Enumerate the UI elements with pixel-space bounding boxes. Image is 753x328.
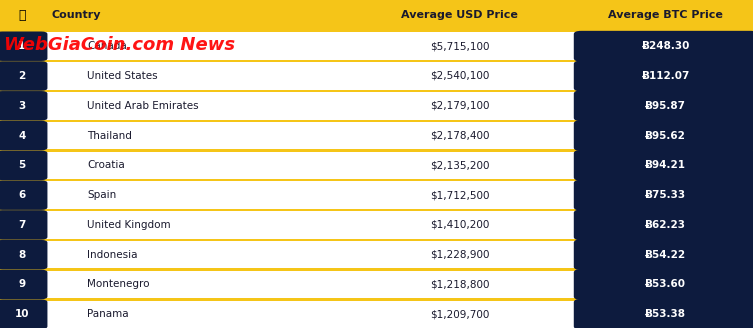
FancyBboxPatch shape [574,91,753,121]
FancyBboxPatch shape [574,120,753,151]
Bar [0,268,753,298]
Text: 5: 5 [18,160,26,170]
Text: 8: 8 [18,250,26,260]
FancyBboxPatch shape [0,210,47,240]
FancyBboxPatch shape [0,270,47,299]
FancyBboxPatch shape [574,269,753,300]
Text: 6: 6 [18,190,26,200]
FancyBboxPatch shape [0,31,47,61]
Text: Ƀ95.87: Ƀ95.87 [645,101,686,111]
Text: United Arab Emirates: United Arab Emirates [87,101,199,111]
FancyBboxPatch shape [0,61,47,91]
Bar [0,152,753,179]
Text: Indonesia: Indonesia [87,250,138,260]
Bar [0,239,753,268]
Text: 🏆: 🏆 [18,9,26,22]
Text: 1: 1 [18,41,26,51]
Text: United Kingdom: United Kingdom [87,220,171,230]
Text: Ƀ248.30: Ƀ248.30 [642,41,690,51]
Bar [0,30,753,60]
FancyBboxPatch shape [0,180,47,210]
Text: Thailand: Thailand [87,131,133,141]
Text: Ƀ53.60: Ƀ53.60 [645,279,686,290]
Bar [0,122,753,149]
FancyBboxPatch shape [574,61,753,92]
Text: Ƀ75.33: Ƀ75.33 [645,190,686,200]
Bar [0,90,753,119]
Bar [0,119,753,149]
Text: $1,410,200: $1,410,200 [430,220,489,230]
Text: Ƀ112.07: Ƀ112.07 [642,71,690,81]
Bar [0,241,753,268]
Text: Ƀ94.21: Ƀ94.21 [645,160,686,170]
Text: $5,715,100: $5,715,100 [430,41,489,51]
Text: Panama: Panama [87,309,129,319]
Text: $2,179,100: $2,179,100 [430,101,489,111]
Text: $1,218,800: $1,218,800 [430,279,489,290]
FancyBboxPatch shape [0,151,47,180]
Text: Average BTC Price: Average BTC Price [608,10,723,20]
FancyBboxPatch shape [574,239,753,270]
FancyBboxPatch shape [574,180,753,211]
Text: Montenegro: Montenegro [87,279,150,290]
Text: Canada: Canada [87,41,127,51]
Bar [0,32,753,60]
Bar [0,209,753,239]
Bar [0,300,753,328]
FancyBboxPatch shape [0,240,47,269]
Bar [0,62,753,90]
Bar [0,211,753,239]
Text: 3: 3 [18,101,26,111]
Bar [0,179,753,209]
Text: $1,712,500: $1,712,500 [430,190,489,200]
Text: $2,540,100: $2,540,100 [430,71,489,81]
Bar [0,0,753,30]
Text: Ƀ62.23: Ƀ62.23 [645,220,686,230]
Text: Ƀ54.22: Ƀ54.22 [645,250,686,260]
Bar [0,181,753,209]
FancyBboxPatch shape [0,121,47,150]
Bar [0,298,753,328]
Text: Spain: Spain [87,190,117,200]
Text: Croatia: Croatia [87,160,125,170]
Text: Ƀ53.38: Ƀ53.38 [645,309,686,319]
FancyBboxPatch shape [574,31,753,62]
Text: 4: 4 [18,131,26,141]
Text: 7: 7 [18,220,26,230]
Text: $2,178,400: $2,178,400 [430,131,489,141]
Text: $1,228,900: $1,228,900 [430,250,489,260]
Bar [0,60,753,90]
Text: Average USD Price: Average USD Price [401,10,518,20]
Text: Country: Country [51,10,101,20]
Text: 10: 10 [14,309,29,319]
FancyBboxPatch shape [574,150,753,181]
Text: United States: United States [87,71,158,81]
FancyBboxPatch shape [574,299,753,328]
Text: WebGiaCoin.com News: WebGiaCoin.com News [4,36,235,54]
FancyBboxPatch shape [0,299,47,328]
Bar [0,149,753,179]
Bar [0,271,753,298]
Bar [0,92,753,119]
Text: 2: 2 [18,71,26,81]
Text: 9: 9 [18,279,26,290]
Text: Ƀ95.62: Ƀ95.62 [645,131,686,141]
FancyBboxPatch shape [0,91,47,120]
Text: $2,135,200: $2,135,200 [430,160,489,170]
Text: $1,209,700: $1,209,700 [430,309,489,319]
FancyBboxPatch shape [574,210,753,240]
